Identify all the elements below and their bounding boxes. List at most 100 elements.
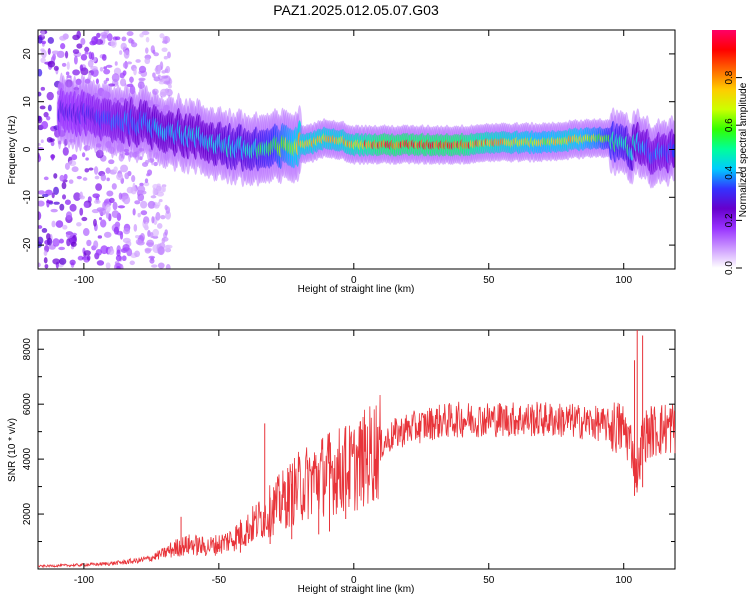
heatmap-cell bbox=[126, 186, 134, 194]
heatmap-cell bbox=[41, 193, 49, 198]
heatmap-cell bbox=[103, 68, 111, 75]
heatmap-cell bbox=[96, 260, 105, 266]
heatmap-cell bbox=[135, 239, 142, 245]
heatmap-cell bbox=[88, 72, 92, 80]
heatmap-cell bbox=[120, 164, 129, 173]
heatmap-cell bbox=[113, 81, 119, 86]
x-tick-label: 0 bbox=[351, 275, 357, 286]
x-tick-label: 0 bbox=[351, 575, 357, 586]
heatmap-cell bbox=[84, 51, 89, 55]
heatmap-cell bbox=[79, 207, 84, 216]
heatmap-cell bbox=[112, 201, 118, 211]
heatmap-cell bbox=[66, 61, 70, 70]
heatmap-cell bbox=[68, 160, 77, 167]
y-tick-label: 2000 bbox=[22, 502, 33, 525]
heatmap-cell bbox=[117, 205, 126, 209]
heatmap-cell bbox=[64, 162, 70, 171]
spectrogram-y-label: Frequency (Hz) bbox=[7, 116, 18, 185]
heatmap-cell bbox=[99, 67, 104, 72]
y-tick-label: 0 bbox=[22, 146, 33, 152]
heatmap-cell bbox=[163, 80, 171, 85]
heatmap-cell bbox=[81, 152, 86, 158]
heatmap-cell bbox=[38, 262, 41, 268]
heatmap-cell bbox=[53, 201, 60, 205]
y-tick-label: 4000 bbox=[22, 448, 33, 471]
heatmap-cell bbox=[111, 210, 120, 218]
heatmap-cell bbox=[46, 91, 54, 101]
heatmap-cell bbox=[47, 37, 55, 44]
heatmap-cell bbox=[51, 192, 55, 199]
x-tick-label: 100 bbox=[615, 575, 632, 586]
heatmap-cell bbox=[120, 42, 127, 51]
snr-x-label: Height of straight line (km) bbox=[298, 584, 415, 595]
heatmap-cell bbox=[59, 174, 65, 182]
heatmap-cell bbox=[105, 167, 111, 174]
heatmap-cell bbox=[118, 192, 123, 200]
heatmap-cell bbox=[105, 204, 111, 213]
heatmap-cell bbox=[53, 65, 59, 71]
heatmap-cell bbox=[38, 200, 45, 207]
heatmap-cell bbox=[91, 36, 98, 45]
heatmap-cell bbox=[139, 156, 143, 161]
heatmap-cell bbox=[129, 260, 135, 266]
heatmap-cell bbox=[65, 231, 74, 239]
heatmap-cell bbox=[671, 144, 675, 158]
heatmap-cell bbox=[94, 175, 100, 180]
snr-panel: -100 -50 0 50 100 2000 4000 6000 8000 Height of … bbox=[7, 329, 676, 595]
heatmap-cell bbox=[88, 167, 94, 171]
heatmap-cell bbox=[144, 159, 149, 165]
heatmap-cell bbox=[86, 255, 91, 261]
heatmap-cell bbox=[93, 218, 97, 227]
heatmap-cell bbox=[105, 64, 113, 68]
heatmap-cell bbox=[73, 192, 81, 201]
heatmap-cell bbox=[157, 246, 165, 256]
spectrogram-x-label: Height of straight line (km) bbox=[298, 284, 415, 295]
heatmap-cell bbox=[69, 203, 77, 212]
heatmap-cell bbox=[161, 70, 167, 74]
heatmap-cell bbox=[129, 76, 134, 83]
heatmap-cell bbox=[82, 177, 88, 181]
heatmap-cell bbox=[64, 199, 71, 205]
heatmap-cell bbox=[79, 191, 83, 199]
heatmap-cell bbox=[157, 262, 165, 269]
y-tick-label: 6000 bbox=[22, 393, 33, 416]
heatmap-cell bbox=[38, 142, 41, 147]
heatmap-cell bbox=[76, 175, 82, 180]
heatmap-cell bbox=[144, 57, 151, 65]
heatmap-cell bbox=[95, 248, 102, 256]
heatmap-cell bbox=[46, 200, 53, 204]
heatmap-cell bbox=[72, 49, 80, 55]
snr-axes: -100 -50 0 50 100 2000 4000 6000 8000 bbox=[22, 330, 675, 586]
heatmap-cell bbox=[76, 222, 82, 227]
heatmap-cell bbox=[103, 66, 108, 70]
heatmap-cell bbox=[69, 259, 76, 266]
heatmap-cell bbox=[80, 53, 88, 61]
heatmap-cell bbox=[60, 43, 66, 50]
heatmap-cell bbox=[107, 33, 113, 42]
heatmap-cell bbox=[160, 75, 169, 79]
heatmap-cell bbox=[85, 157, 89, 161]
heatmap-cell bbox=[140, 210, 148, 216]
x-tick-label: -50 bbox=[212, 275, 227, 286]
heatmap-cell bbox=[83, 250, 91, 256]
heatmap-cell bbox=[107, 247, 115, 256]
heatmap-cell bbox=[122, 243, 130, 251]
heatmap-cell bbox=[71, 166, 79, 173]
heatmap-cell bbox=[151, 264, 158, 268]
heatmap-cell bbox=[38, 36, 43, 44]
heatmap-cell bbox=[49, 138, 55, 142]
heatmap-cell bbox=[163, 55, 168, 60]
heatmap-cell bbox=[64, 50, 69, 59]
heatmap-cell bbox=[77, 255, 84, 261]
heatmap-cell bbox=[122, 195, 131, 205]
heatmap-cell bbox=[159, 33, 165, 39]
heatmap-cell bbox=[137, 212, 141, 218]
x-tick-label: 50 bbox=[483, 275, 495, 286]
heatmap-cell bbox=[131, 175, 136, 183]
heatmap-cell bbox=[50, 140, 55, 147]
heatmap-cell bbox=[38, 211, 42, 221]
heatmap-cell bbox=[137, 185, 146, 193]
